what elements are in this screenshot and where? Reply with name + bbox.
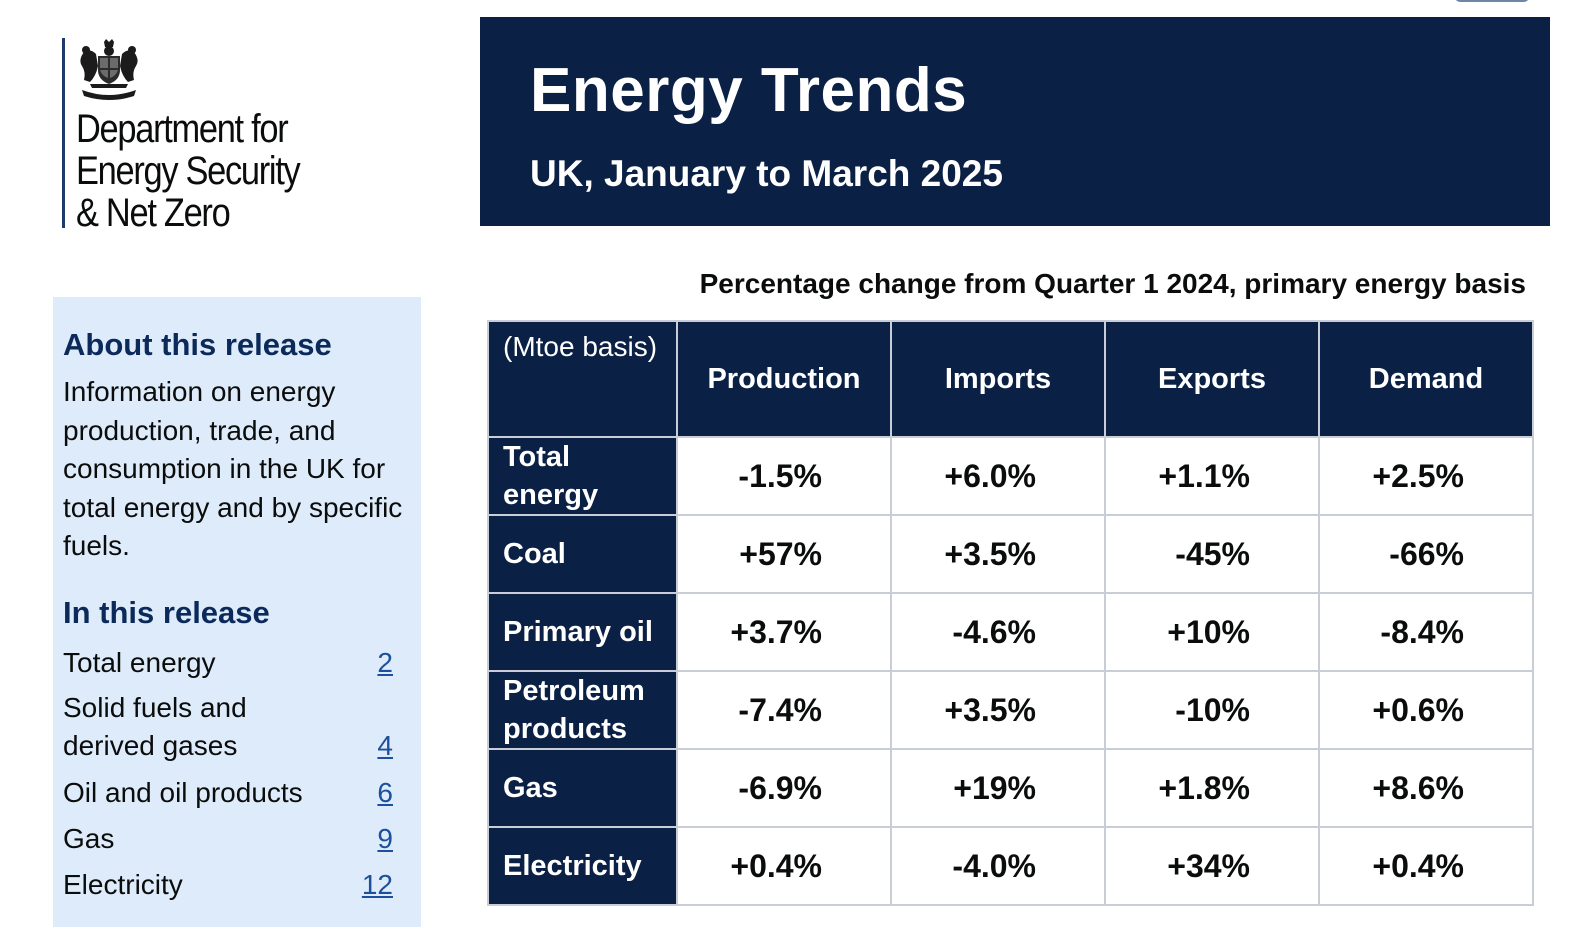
table-cell: +1.1% xyxy=(1104,436,1320,516)
table-caption: Percentage change from Quarter 1 2024, p… xyxy=(699,268,1526,299)
department-name-line: & Net Zero xyxy=(76,191,231,235)
page-edge-fragment xyxy=(1455,0,1529,2)
table-cell: +2.5% xyxy=(1318,436,1534,516)
table-cell: -45% xyxy=(1104,514,1320,594)
row-header: Electricity xyxy=(487,826,678,906)
table-cell: +6.0% xyxy=(890,436,1106,516)
table-cell: -6.9% xyxy=(676,748,892,828)
table-cell: +10% xyxy=(1104,592,1320,672)
toc-item-label: Electricity xyxy=(63,869,183,900)
department-name-line: Energy Security xyxy=(76,149,301,193)
table-cell: -7.4% xyxy=(676,670,892,750)
table-row: Total energy -1.5% +6.0% +1.1% +2.5% xyxy=(487,436,1534,516)
table-cell: +34% xyxy=(1104,826,1320,906)
energy-trends-table: (Mtoe basis) Production Imports Exports … xyxy=(487,320,1534,906)
toc-item-electricity: Electricity 12 xyxy=(63,866,393,904)
sidebar-panel: About this release Information on energy… xyxy=(53,297,421,927)
row-header: Coal xyxy=(487,514,678,594)
toc-item-oil: Oil and oil products 6 xyxy=(63,774,393,812)
toc-page-link[interactable]: 6 xyxy=(377,777,393,808)
table-cell: +3.7% xyxy=(676,592,892,672)
about-text: Information on energy production, trade,… xyxy=(63,376,403,561)
table-cell: -4.6% xyxy=(890,592,1106,672)
about-heading: About this release xyxy=(63,327,332,362)
table-cell: +0.4% xyxy=(676,826,892,906)
toc-item-gas: Gas 9 xyxy=(63,820,393,858)
table-row: Gas -6.9% +19% +1.8% +8.6% xyxy=(487,748,1534,828)
toc-item-solid-fuels: Solid fuels and derived gases 4 xyxy=(63,689,393,765)
contents-heading: In this release xyxy=(63,595,270,630)
table-row: Petroleum products -7.4% +3.5% -10% +0.6… xyxy=(487,670,1534,750)
toc-page-link[interactable]: 9 xyxy=(377,823,393,854)
row-header: Total energy xyxy=(487,436,678,516)
row-header: Primary oil xyxy=(487,592,678,672)
toc-page-link[interactable]: 2 xyxy=(377,647,393,678)
logo-rule xyxy=(62,38,65,228)
header-banner: Energy Trends UK, January to March 2025 xyxy=(480,17,1550,226)
column-header: Exports xyxy=(1104,320,1320,438)
table-cell: -4.0% xyxy=(890,826,1106,906)
table-cell: +19% xyxy=(890,748,1106,828)
table-header-row: (Mtoe basis) Production Imports Exports … xyxy=(487,320,1534,438)
table-cell: -8.4% xyxy=(1318,592,1534,672)
toc-page-link[interactable]: 12 xyxy=(361,869,393,900)
table-cell: -1.5% xyxy=(676,436,892,516)
table-row: Electricity +0.4% -4.0% +34% +0.4% xyxy=(487,826,1534,906)
row-header: Gas xyxy=(487,748,678,828)
column-header: Imports xyxy=(890,320,1106,438)
column-header: Production xyxy=(676,320,892,438)
table-cell: +0.4% xyxy=(1318,826,1534,906)
table-row: Primary oil +3.7% -4.6% +10% -8.4% xyxy=(487,592,1534,672)
table-cell: -66% xyxy=(1318,514,1534,594)
column-header: Demand xyxy=(1318,320,1534,438)
table-cell: +3.5% xyxy=(890,514,1106,594)
royal-coat-of-arms-icon xyxy=(80,39,138,100)
table-cell: +1.8% xyxy=(1104,748,1320,828)
corner-header: (Mtoe basis) xyxy=(487,320,678,438)
toc-item-label: Oil and oil products xyxy=(63,777,303,808)
row-header: Petroleum products xyxy=(487,670,678,750)
department-name-line: Department for xyxy=(76,107,289,151)
department-name: Department for Energy Security & Net Zer… xyxy=(76,108,334,234)
toc-item-total-energy: Total energy 2 xyxy=(63,644,393,682)
toc-item-label: Solid fuels and derived gases xyxy=(63,692,247,761)
page-title: Energy Trends xyxy=(530,56,968,125)
table-cell: +8.6% xyxy=(1318,748,1534,828)
toc-page-link[interactable]: 4 xyxy=(377,730,393,761)
table-cell: -10% xyxy=(1104,670,1320,750)
page-subtitle: UK, January to March 2025 xyxy=(530,153,1003,194)
toc-item-label: Total energy xyxy=(63,647,216,678)
toc-item-label: Gas xyxy=(63,823,115,854)
table-row: Coal +57% +3.5% -45% -66% xyxy=(487,514,1534,594)
table-cell: +0.6% xyxy=(1318,670,1534,750)
table-cell: +3.5% xyxy=(890,670,1106,750)
table-cell: +57% xyxy=(676,514,892,594)
